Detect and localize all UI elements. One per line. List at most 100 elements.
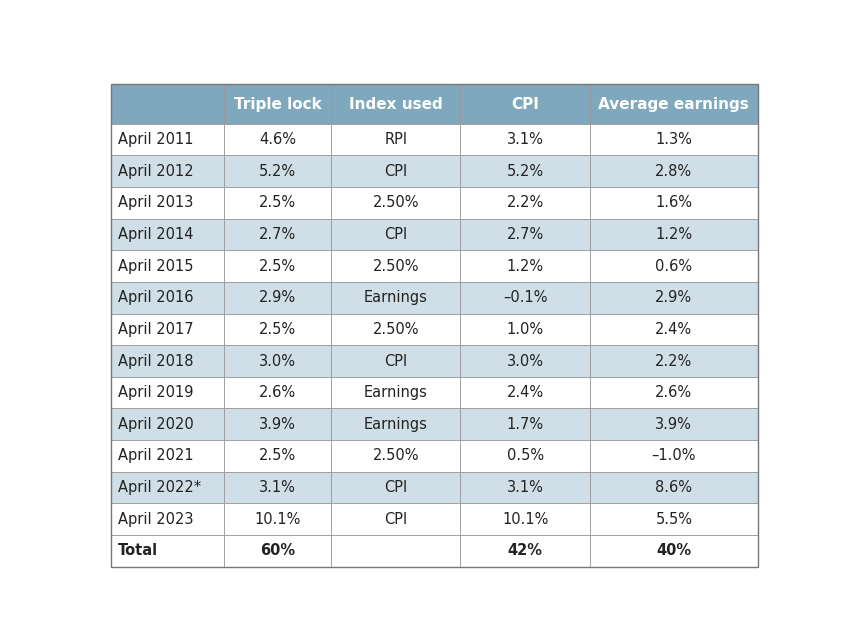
Bar bbox=[225, 408, 331, 440]
Bar bbox=[225, 345, 331, 377]
Bar bbox=[590, 85, 758, 124]
Bar bbox=[331, 85, 460, 124]
Text: 2.8%: 2.8% bbox=[656, 164, 693, 179]
Bar bbox=[225, 219, 331, 251]
Bar bbox=[225, 282, 331, 313]
Bar bbox=[590, 408, 758, 440]
Bar bbox=[590, 345, 758, 377]
Bar bbox=[590, 124, 758, 156]
Text: 2.5%: 2.5% bbox=[259, 259, 296, 274]
Bar bbox=[225, 472, 331, 503]
Text: RPI: RPI bbox=[384, 132, 407, 147]
Bar bbox=[590, 535, 758, 567]
Text: 2.9%: 2.9% bbox=[259, 290, 296, 305]
Text: 2.5%: 2.5% bbox=[259, 322, 296, 337]
Text: 5.5%: 5.5% bbox=[656, 512, 692, 527]
Text: 10.1%: 10.1% bbox=[254, 512, 301, 527]
Text: 8.6%: 8.6% bbox=[656, 480, 692, 495]
Bar bbox=[225, 156, 331, 187]
Bar bbox=[460, 85, 590, 124]
Bar bbox=[460, 408, 590, 440]
Bar bbox=[590, 282, 758, 313]
Bar bbox=[225, 377, 331, 408]
Text: 5.2%: 5.2% bbox=[506, 164, 544, 179]
Text: Average earnings: Average earnings bbox=[599, 97, 750, 112]
Text: 2.7%: 2.7% bbox=[259, 227, 297, 242]
Bar bbox=[460, 313, 590, 345]
Bar bbox=[111, 377, 225, 408]
Text: 1.7%: 1.7% bbox=[506, 417, 544, 432]
Bar bbox=[460, 345, 590, 377]
Text: 2.50%: 2.50% bbox=[372, 448, 419, 463]
Bar bbox=[331, 156, 460, 187]
Text: April 2017: April 2017 bbox=[118, 322, 193, 337]
Bar bbox=[460, 219, 590, 251]
Text: 2.2%: 2.2% bbox=[656, 354, 693, 369]
Bar bbox=[331, 345, 460, 377]
Bar bbox=[111, 408, 225, 440]
Text: April 2011: April 2011 bbox=[118, 132, 193, 147]
Bar bbox=[590, 472, 758, 503]
Bar bbox=[590, 377, 758, 408]
Text: CPI: CPI bbox=[384, 164, 407, 179]
Text: Triple lock: Triple lock bbox=[234, 97, 321, 112]
Text: Total: Total bbox=[118, 543, 158, 558]
Text: 2.4%: 2.4% bbox=[656, 322, 693, 337]
Text: 0.6%: 0.6% bbox=[656, 259, 693, 274]
Text: 2.2%: 2.2% bbox=[506, 196, 544, 210]
Bar bbox=[225, 124, 331, 156]
Text: 0.5%: 0.5% bbox=[506, 448, 544, 463]
Bar bbox=[331, 440, 460, 472]
Text: April 2021: April 2021 bbox=[118, 448, 193, 463]
Text: 3.0%: 3.0% bbox=[506, 354, 544, 369]
Text: Index used: Index used bbox=[349, 97, 443, 112]
Bar bbox=[225, 313, 331, 345]
Text: 2.6%: 2.6% bbox=[259, 385, 296, 400]
Bar bbox=[331, 472, 460, 503]
Bar bbox=[460, 124, 590, 156]
Text: –1.0%: –1.0% bbox=[651, 448, 696, 463]
Text: 5.2%: 5.2% bbox=[259, 164, 296, 179]
Text: 2.9%: 2.9% bbox=[656, 290, 693, 305]
Text: 3.1%: 3.1% bbox=[259, 480, 296, 495]
Bar bbox=[460, 535, 590, 567]
Bar bbox=[331, 282, 460, 313]
Text: 2.5%: 2.5% bbox=[259, 448, 296, 463]
Bar bbox=[225, 503, 331, 535]
Text: 1.6%: 1.6% bbox=[656, 196, 692, 210]
Bar bbox=[225, 85, 331, 124]
Text: April 2018: April 2018 bbox=[118, 354, 193, 369]
Text: Earnings: Earnings bbox=[364, 290, 427, 305]
Text: 3.1%: 3.1% bbox=[507, 132, 544, 147]
Bar bbox=[331, 408, 460, 440]
Bar bbox=[460, 440, 590, 472]
Bar bbox=[111, 156, 225, 187]
Bar bbox=[331, 187, 460, 219]
Bar bbox=[460, 187, 590, 219]
Text: April 2016: April 2016 bbox=[118, 290, 193, 305]
Text: 1.2%: 1.2% bbox=[656, 227, 693, 242]
Text: 2.7%: 2.7% bbox=[506, 227, 544, 242]
Text: 2.50%: 2.50% bbox=[372, 196, 419, 210]
Text: 3.0%: 3.0% bbox=[259, 354, 296, 369]
Bar bbox=[111, 503, 225, 535]
Text: April 2015: April 2015 bbox=[118, 259, 193, 274]
Bar bbox=[331, 124, 460, 156]
Bar bbox=[225, 251, 331, 282]
Bar bbox=[331, 313, 460, 345]
Text: April 2013: April 2013 bbox=[118, 196, 193, 210]
Bar bbox=[111, 472, 225, 503]
Bar bbox=[111, 187, 225, 219]
Text: 2.6%: 2.6% bbox=[656, 385, 693, 400]
Text: Earnings: Earnings bbox=[364, 385, 427, 400]
Bar bbox=[460, 503, 590, 535]
Text: 2.50%: 2.50% bbox=[372, 259, 419, 274]
Bar bbox=[590, 219, 758, 251]
Bar bbox=[590, 313, 758, 345]
Bar bbox=[331, 219, 460, 251]
Text: 40%: 40% bbox=[656, 543, 691, 558]
Text: 1.3%: 1.3% bbox=[656, 132, 692, 147]
Text: 2.4%: 2.4% bbox=[506, 385, 544, 400]
Text: April 2022*: April 2022* bbox=[118, 480, 201, 495]
Text: 1.2%: 1.2% bbox=[506, 259, 544, 274]
